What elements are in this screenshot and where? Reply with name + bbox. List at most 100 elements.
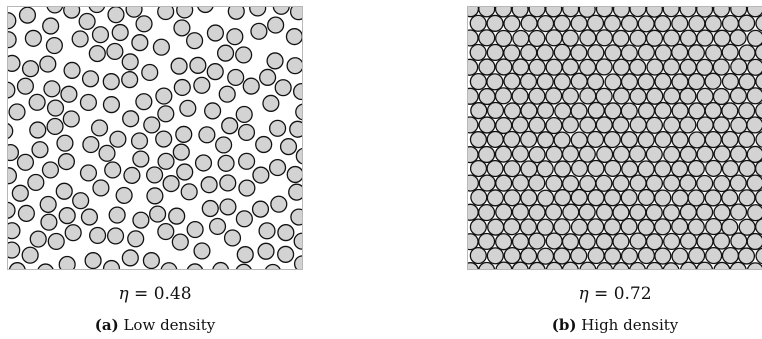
disk — [235, 105, 253, 124]
disk — [696, 232, 714, 250]
disk — [561, 29, 579, 47]
disk — [595, 232, 613, 251]
disk — [227, 68, 245, 87]
disk — [197, 7, 214, 14]
disk — [746, 262, 762, 269]
disk — [88, 7, 106, 14]
disk — [468, 87, 479, 105]
disk — [561, 145, 580, 163]
disk — [553, 160, 572, 178]
disk — [37, 263, 54, 269]
disk — [90, 119, 109, 137]
disk — [494, 87, 513, 105]
disk — [705, 247, 723, 265]
disk — [679, 7, 697, 18]
eta-symbol: η — [118, 284, 129, 304]
disk — [495, 29, 513, 47]
disk — [612, 29, 630, 47]
disk — [519, 218, 538, 236]
disk — [221, 117, 239, 135]
disk — [646, 261, 664, 269]
disk — [46, 7, 64, 14]
disk — [204, 102, 222, 120]
disk — [721, 130, 739, 149]
disk — [170, 57, 188, 75]
disk — [132, 150, 150, 168]
disk — [478, 29, 496, 47]
disk — [468, 58, 479, 76]
disk — [579, 87, 597, 105]
disk — [268, 158, 287, 177]
disk — [21, 246, 39, 264]
disk — [146, 187, 164, 205]
disk — [738, 73, 756, 91]
disk — [219, 198, 237, 216]
disk — [578, 145, 596, 163]
disk — [536, 160, 554, 178]
disk — [157, 105, 175, 123]
disk — [43, 80, 61, 98]
disk — [637, 15, 655, 33]
disk — [258, 222, 276, 240]
disk — [520, 130, 538, 148]
disk — [62, 110, 80, 128]
disk — [645, 145, 663, 163]
disk — [596, 145, 614, 163]
disk — [688, 14, 706, 33]
disk — [109, 130, 127, 148]
disk — [595, 203, 614, 221]
disk — [469, 246, 487, 265]
disk — [612, 203, 630, 222]
disk — [621, 160, 639, 178]
disk — [8, 123, 14, 139]
disk — [219, 174, 237, 192]
disk — [8, 103, 26, 121]
disk — [468, 203, 479, 221]
disk — [79, 164, 98, 182]
disk — [545, 116, 563, 135]
disk — [721, 102, 739, 120]
disk — [746, 87, 762, 105]
disk — [738, 130, 756, 149]
disk — [478, 58, 496, 76]
disk — [218, 85, 236, 103]
disk — [520, 247, 538, 265]
disk — [645, 233, 664, 251]
disk — [56, 134, 74, 152]
disk — [612, 174, 630, 192]
disk — [469, 43, 487, 61]
disk — [536, 72, 554, 91]
disk — [470, 102, 488, 120]
disk — [29, 230, 47, 248]
disk — [545, 145, 563, 163]
disk — [712, 7, 731, 18]
disk — [487, 218, 505, 236]
disk — [511, 145, 529, 163]
disk — [645, 7, 664, 18]
disk — [705, 159, 723, 177]
disk — [511, 116, 529, 134]
disk — [704, 189, 722, 207]
disk — [495, 58, 513, 76]
disk — [503, 247, 521, 265]
disk — [570, 72, 588, 90]
disk — [579, 116, 597, 134]
disk — [274, 79, 292, 97]
disk — [603, 218, 621, 236]
disk — [612, 232, 630, 251]
disk — [730, 232, 748, 250]
disk — [72, 192, 90, 210]
disk — [561, 58, 580, 76]
disk — [18, 7, 37, 24]
disk — [266, 52, 284, 70]
disk — [586, 14, 605, 32]
disk — [704, 15, 722, 33]
disk — [604, 44, 622, 62]
disk — [604, 159, 622, 177]
disk — [238, 179, 256, 197]
disk — [84, 252, 102, 269]
disk — [469, 218, 487, 236]
disk — [620, 102, 638, 120]
disk — [604, 247, 622, 265]
disk — [620, 217, 638, 236]
